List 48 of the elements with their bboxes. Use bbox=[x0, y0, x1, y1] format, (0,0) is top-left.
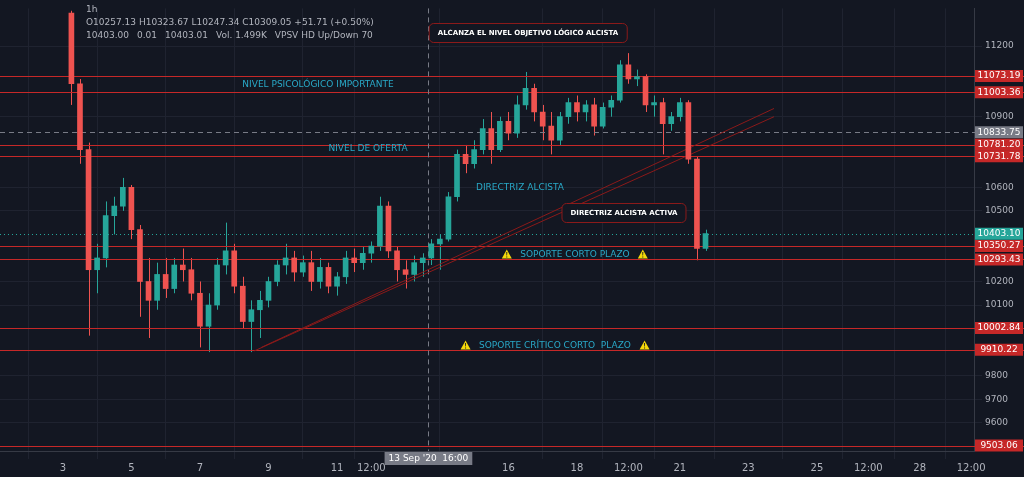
ref-line-label: 11073.19 bbox=[977, 70, 1021, 81]
annotation: 0.01 bbox=[136, 30, 157, 40]
annotation: DIRECTRIZ ALCISTA bbox=[475, 182, 565, 192]
y-tick-label: 10600 bbox=[985, 181, 1014, 192]
y-tick-label: 9700 bbox=[985, 393, 1009, 404]
x-tick-label: 28 bbox=[913, 461, 927, 473]
ref-line-label: 13 Sep '20 16:00 bbox=[388, 453, 469, 464]
x-tick-label: 3 bbox=[59, 461, 67, 473]
y-tick-label: 10500 bbox=[985, 205, 1014, 216]
annotation: 10403.00 bbox=[86, 30, 129, 40]
x-tick-label: 25 bbox=[810, 461, 824, 473]
x-tick-label: 23 bbox=[741, 461, 755, 473]
x-tick-label: 12:00 bbox=[853, 461, 883, 473]
x-tick-label: 5 bbox=[128, 461, 135, 473]
y-tick-label: 10100 bbox=[985, 299, 1014, 310]
annotation: O10257.13 H10323.67 L10247.34 C10309.05 +51.71 (+0.50%) bbox=[86, 17, 374, 27]
x-tick-label: 9 bbox=[265, 461, 272, 473]
ref-line-label: 10350.27 bbox=[977, 240, 1021, 251]
x-tick-label: 7 bbox=[196, 461, 204, 473]
annotation: Vol. 1.499K bbox=[215, 30, 267, 40]
ref-line-label: 9503.06 bbox=[980, 439, 1018, 450]
ref-line-label: 10731.78 bbox=[977, 150, 1021, 161]
ref-line-label: 9910.22 bbox=[980, 344, 1018, 355]
annotation: SOPORTE CRÍTICO CORTO PLAZO bbox=[479, 340, 631, 350]
annotation: NIVEL PSICOLÓGICO IMPORTANTE bbox=[242, 79, 394, 89]
ref-line-label: 10002.84 bbox=[977, 322, 1021, 333]
x-tick-label: 12:00 bbox=[956, 461, 986, 473]
y-tick-label: 11200 bbox=[985, 40, 1014, 51]
ref-line-label: 11003.36 bbox=[977, 86, 1021, 97]
x-tick-label: 12:00 bbox=[613, 461, 643, 473]
x-tick-label: 11 bbox=[330, 461, 344, 473]
y-tick-label: 10200 bbox=[985, 275, 1014, 286]
x-tick-label: 12:00 bbox=[356, 461, 386, 473]
annotation: 10403.01 bbox=[165, 30, 208, 40]
y-tick-label: 10900 bbox=[985, 111, 1014, 122]
y-tick-label: 9800 bbox=[985, 370, 1009, 381]
ref-line-label: 10293.43 bbox=[977, 253, 1021, 264]
x-tick-label: 21 bbox=[673, 461, 687, 473]
annotation: VPSV HD Up/Down 70 bbox=[274, 30, 373, 40]
annotation: 1h bbox=[86, 4, 98, 14]
ref-line-label: 10781.20 bbox=[977, 139, 1021, 150]
x-tick-label: 16 bbox=[502, 461, 515, 473]
annotation: NIVEL DE OFERTA bbox=[328, 143, 408, 153]
ref-line-label: 10403.10 bbox=[977, 228, 1021, 239]
annotation: SOPORTE CORTO PLAZO bbox=[520, 249, 630, 259]
ref-line-label: 10833.75 bbox=[977, 126, 1021, 137]
y-tick-label: 9600 bbox=[985, 417, 1009, 428]
x-tick-label: 18 bbox=[570, 461, 584, 473]
